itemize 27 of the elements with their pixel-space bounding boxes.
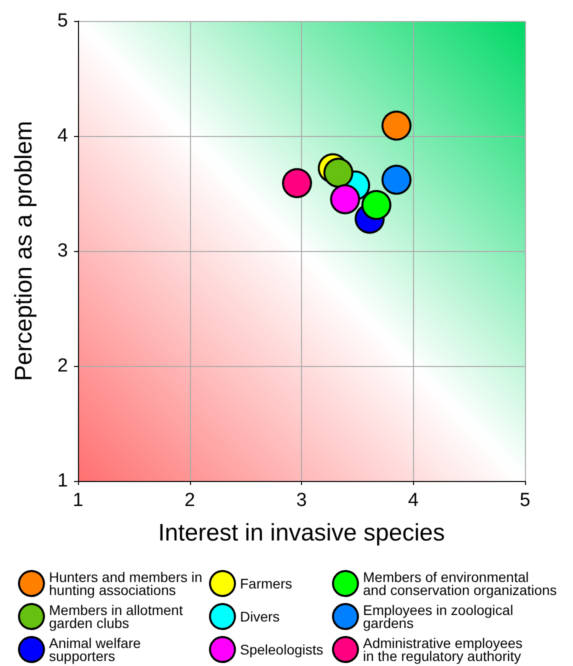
point (282, 168, 312, 198)
point (382, 110, 412, 141)
legend-label: Speleologists (240, 642, 324, 658)
legend-label: Hunters and members in hunting associations (49, 569, 202, 598)
legend-label: Farmers (240, 576, 292, 592)
y-axis-title: Perception as a problem (10, 120, 38, 382)
y-tick-label: 2 (57, 356, 68, 376)
point (330, 184, 360, 214)
x-tick-label: 1 (72, 490, 84, 511)
x-tick-label: 4 (408, 490, 419, 511)
legend-label: Members of environmental and conservation organizations (363, 569, 557, 598)
x-tick-label: 2 (184, 490, 196, 511)
legend-label: Divers (240, 608, 280, 624)
point (361, 190, 392, 220)
y-tick-label: 1 (57, 470, 68, 492)
x-tick-label: 5 (520, 490, 530, 511)
y-tick-label: 4 (57, 126, 68, 146)
y-tick-label: 3 (57, 240, 68, 262)
legend-label: Administrative employees in the regulatory authority (363, 635, 523, 664)
x-tick-label: 3 (296, 490, 307, 511)
legend-label: Members in allotment garden clubs (49, 602, 183, 631)
point (382, 164, 412, 195)
y-tick-label: 5 (57, 10, 68, 32)
legend-label: Employees in zoological gardens (363, 602, 514, 631)
point (323, 158, 354, 188)
legend-label: Animal welfare supporters (49, 635, 142, 664)
x-axis-title: Interest in invasive species (158, 520, 445, 546)
